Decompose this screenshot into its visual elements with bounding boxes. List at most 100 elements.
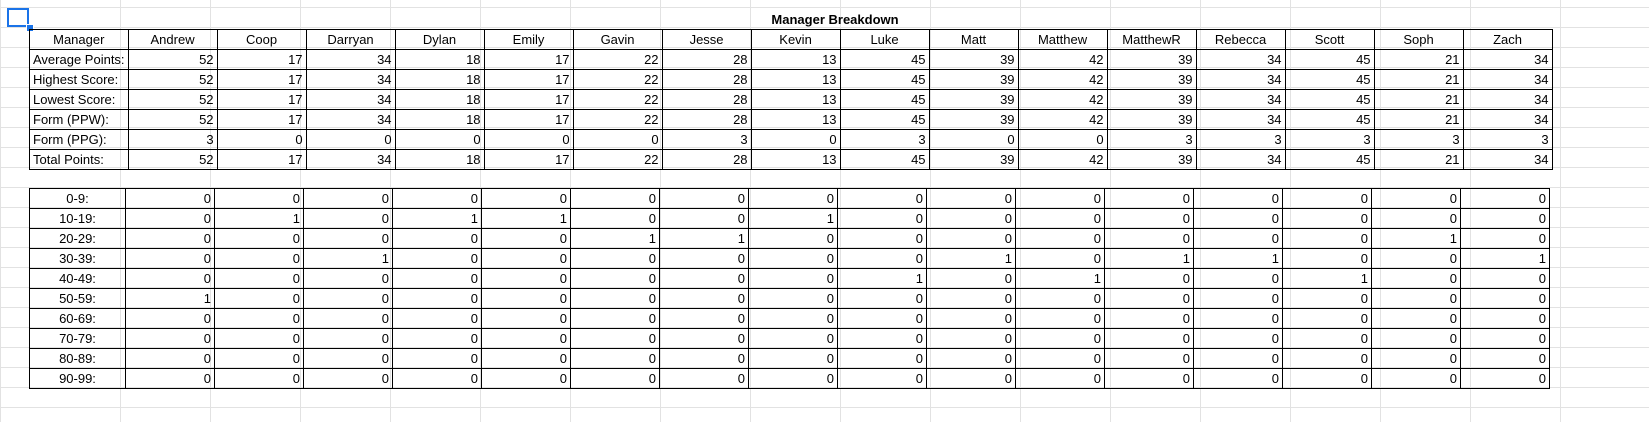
score-count-cell[interactable]: 0: [1371, 208, 1461, 229]
stat-value-cell[interactable]: 21: [1373, 89, 1464, 110]
score-count-cell[interactable]: 0: [481, 308, 571, 329]
score-count-cell[interactable]: 0: [659, 188, 749, 209]
score-count-cell[interactable]: 0: [926, 288, 1016, 309]
score-count-cell[interactable]: 0: [392, 368, 482, 389]
score-count-cell[interactable]: 0: [1193, 288, 1283, 309]
stat-value-cell[interactable]: 17: [216, 149, 307, 170]
score-count-cell[interactable]: 0: [1104, 368, 1194, 389]
stat-value-cell[interactable]: 0: [483, 129, 574, 150]
score-count-cell[interactable]: 0: [1371, 348, 1461, 369]
stat-value-cell[interactable]: 0: [750, 129, 841, 150]
score-count-cell[interactable]: 0: [392, 328, 482, 349]
stat-value-cell[interactable]: 42: [1017, 49, 1108, 70]
score-count-cell[interactable]: 0: [1282, 328, 1372, 349]
manager-name-cell[interactable]: Dylan: [394, 29, 485, 50]
manager-name-cell[interactable]: Kevin: [750, 29, 841, 50]
score-count-cell[interactable]: 0: [748, 228, 838, 249]
stat-value-cell[interactable]: 52: [127, 89, 218, 110]
score-count-cell[interactable]: 0: [748, 268, 838, 289]
stat-value-cell[interactable]: 39: [1106, 89, 1197, 110]
stat-value-cell[interactable]: 18: [394, 89, 485, 110]
score-count-cell[interactable]: 0: [303, 208, 393, 229]
score-count-cell[interactable]: 0: [926, 348, 1016, 369]
stat-value-cell[interactable]: 3: [1195, 129, 1286, 150]
score-count-cell[interactable]: 0: [837, 188, 927, 209]
stat-value-cell[interactable]: 3: [1284, 129, 1375, 150]
stat-value-cell[interactable]: 45: [839, 69, 930, 90]
manager-name-cell[interactable]: Gavin: [572, 29, 663, 50]
score-count-cell[interactable]: 0: [214, 228, 304, 249]
manager-name-cell[interactable]: Jesse: [661, 29, 752, 50]
score-count-cell[interactable]: 0: [392, 308, 482, 329]
stat-value-cell[interactable]: 39: [928, 89, 1019, 110]
score-count-cell[interactable]: 0: [1460, 348, 1550, 369]
manager-name-cell[interactable]: Scott: [1284, 29, 1375, 50]
score-count-cell[interactable]: 1: [392, 208, 482, 229]
score-count-cell[interactable]: 0: [570, 188, 660, 209]
score-count-cell[interactable]: 0: [659, 308, 749, 329]
score-count-cell[interactable]: 0: [125, 268, 215, 289]
score-count-cell[interactable]: 0: [837, 228, 927, 249]
selected-cell[interactable]: [7, 8, 29, 27]
score-count-cell[interactable]: 0: [1015, 188, 1105, 209]
manager-name-cell[interactable]: Coop: [216, 29, 307, 50]
stat-value-cell[interactable]: 52: [127, 109, 218, 130]
stat-value-cell[interactable]: 28: [661, 109, 752, 130]
score-count-cell[interactable]: 0: [392, 348, 482, 369]
score-count-cell[interactable]: 0: [214, 348, 304, 369]
score-count-cell[interactable]: 0: [837, 208, 927, 229]
stat-value-cell[interactable]: 0: [572, 129, 663, 150]
score-count-cell[interactable]: 0: [214, 368, 304, 389]
score-count-cell[interactable]: 0: [659, 288, 749, 309]
stat-value-cell[interactable]: 0: [305, 129, 396, 150]
score-count-cell[interactable]: 0: [1104, 228, 1194, 249]
score-count-cell[interactable]: 0: [1193, 368, 1283, 389]
score-count-cell[interactable]: 0: [1104, 268, 1194, 289]
score-count-cell[interactable]: 0: [570, 328, 660, 349]
stat-value-cell[interactable]: 28: [661, 69, 752, 90]
score-range-label-cell[interactable]: 70-79:: [29, 328, 126, 349]
score-count-cell[interactable]: 0: [1015, 208, 1105, 229]
score-count-cell[interactable]: 0: [1282, 288, 1372, 309]
score-count-cell[interactable]: 0: [214, 188, 304, 209]
score-count-cell[interactable]: 0: [1282, 188, 1372, 209]
stat-value-cell[interactable]: 39: [1106, 69, 1197, 90]
stat-value-cell[interactable]: 42: [1017, 69, 1108, 90]
stat-value-cell[interactable]: 17: [216, 69, 307, 90]
score-count-cell[interactable]: 0: [1015, 328, 1105, 349]
stat-value-cell[interactable]: 34: [1195, 149, 1286, 170]
score-count-cell[interactable]: 0: [1015, 228, 1105, 249]
score-range-label-cell[interactable]: 30-39:: [29, 248, 126, 269]
stat-value-cell[interactable]: 17: [216, 109, 307, 130]
score-range-label-cell[interactable]: 40-49:: [29, 268, 126, 289]
stat-value-cell[interactable]: 34: [1462, 149, 1553, 170]
score-range-label-cell[interactable]: 20-29:: [29, 228, 126, 249]
score-count-cell[interactable]: 0: [570, 208, 660, 229]
stat-value-cell[interactable]: 34: [1195, 89, 1286, 110]
stat-value-cell[interactable]: 34: [305, 109, 396, 130]
score-count-cell[interactable]: 0: [570, 268, 660, 289]
stat-value-cell[interactable]: 28: [661, 149, 752, 170]
score-count-cell[interactable]: 0: [303, 268, 393, 289]
stat-value-cell[interactable]: 22: [572, 149, 663, 170]
stat-label-cell[interactable]: Form (PPW):: [29, 109, 129, 130]
stat-value-cell[interactable]: 13: [750, 89, 841, 110]
score-range-label-cell[interactable]: 50-59:: [29, 288, 126, 309]
score-count-cell[interactable]: 0: [392, 268, 482, 289]
manager-name-cell[interactable]: Soph: [1373, 29, 1464, 50]
score-count-cell[interactable]: 0: [1015, 368, 1105, 389]
score-count-cell[interactable]: 0: [1104, 208, 1194, 229]
score-count-cell[interactable]: 0: [837, 308, 927, 329]
score-count-cell[interactable]: 0: [926, 228, 1016, 249]
score-count-cell[interactable]: 0: [748, 188, 838, 209]
score-count-cell[interactable]: 0: [1371, 288, 1461, 309]
stat-label-cell[interactable]: Average Points:: [29, 49, 129, 70]
score-count-cell[interactable]: 0: [481, 328, 571, 349]
stat-value-cell[interactable]: 34: [1195, 69, 1286, 90]
score-count-cell[interactable]: 1: [125, 288, 215, 309]
score-count-cell[interactable]: 0: [125, 348, 215, 369]
score-count-cell[interactable]: 0: [1193, 348, 1283, 369]
score-count-cell[interactable]: 0: [125, 248, 215, 269]
stat-value-cell[interactable]: 21: [1373, 49, 1464, 70]
stat-value-cell[interactable]: 45: [1284, 49, 1375, 70]
